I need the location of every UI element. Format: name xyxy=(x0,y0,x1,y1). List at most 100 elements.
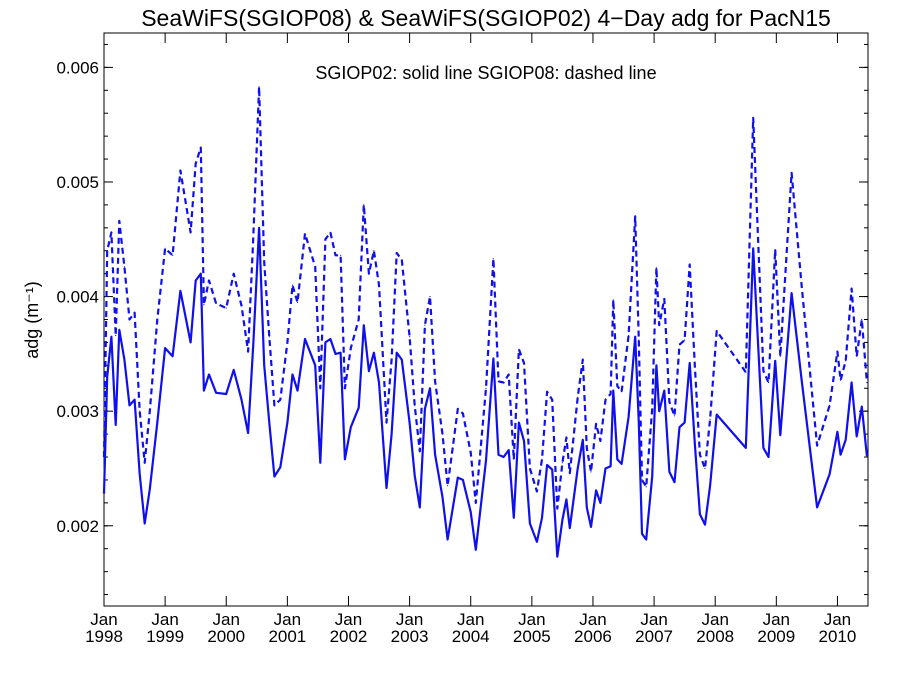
data-point-sgiop08 xyxy=(324,238,326,240)
x-tick-month-label: Jan xyxy=(640,610,667,629)
data-point-sgiop08 xyxy=(144,462,146,464)
data-point-sgiop08 xyxy=(645,486,647,488)
data-point-sgiop02 xyxy=(225,393,227,395)
data-point-sgiop02 xyxy=(396,352,398,354)
data-point-sgiop08 xyxy=(268,336,270,338)
data-point-sgiop08 xyxy=(225,307,227,309)
data-point-sgiop08 xyxy=(475,502,477,504)
x-tick-month-label: Jan xyxy=(579,610,606,629)
data-point-sgiop08 xyxy=(149,410,151,412)
data-point-sgiop08 xyxy=(391,359,393,361)
data-point-sgiop02 xyxy=(604,467,607,470)
data-point-sgiop02 xyxy=(441,496,444,498)
data-point-sgiop02 xyxy=(358,407,360,409)
data-point-sgiop02 xyxy=(156,422,158,424)
data-point-sgiop02 xyxy=(340,352,342,354)
data-point-sgiop08 xyxy=(565,436,568,439)
data-point-sgiop08 xyxy=(866,381,868,384)
data-point-sgiop08 xyxy=(304,233,306,235)
data-point-sgiop08 xyxy=(273,404,275,406)
data-point-sgiop08 xyxy=(195,163,197,165)
data-point-sgiop02 xyxy=(480,504,482,506)
data-point-sgiop02 xyxy=(106,376,108,378)
data-point-sgiop02 xyxy=(319,462,321,464)
data-point-sgiop08 xyxy=(762,370,765,372)
data-point-sgiop02 xyxy=(128,404,131,406)
data-point-sgiop02 xyxy=(791,292,793,294)
data-point-sgiop08 xyxy=(286,341,288,343)
data-point-sgiop02 xyxy=(286,422,288,424)
x-tick-month-label: Jan xyxy=(457,610,484,629)
data-point-sgiop08 xyxy=(103,456,105,458)
data-point-sgiop02 xyxy=(304,338,306,340)
data-point-sgiop02 xyxy=(699,513,701,515)
data-point-sgiop08 xyxy=(480,445,482,447)
data-point-sgiop08 xyxy=(128,318,131,321)
data-point-sgiop08 xyxy=(385,422,388,424)
data-point-sgiop02 xyxy=(118,329,120,331)
data-point-sgiop02 xyxy=(164,347,166,349)
data-point-sgiop02 xyxy=(523,440,525,442)
data-point-sgiop02 xyxy=(621,463,623,465)
data-point-sgiop02 xyxy=(179,290,181,292)
data-point-sgiop02 xyxy=(628,416,630,418)
data-point-sgiop08 xyxy=(263,261,265,263)
data-point-sgiop02 xyxy=(645,538,647,541)
x-tick-month-label: Jan xyxy=(151,610,178,629)
x-tick-year-label: 2000 xyxy=(207,627,245,646)
data-point-sgiop02 xyxy=(457,477,459,479)
data-point-sgiop08 xyxy=(106,250,108,252)
series-layer xyxy=(102,85,868,558)
data-point-sgiop08 xyxy=(577,396,579,398)
data-point-sgiop02 xyxy=(429,387,431,389)
data-point-sgiop08 xyxy=(694,364,696,366)
data-point-sgiop08 xyxy=(358,318,360,321)
data-point-sgiop02 xyxy=(314,364,316,366)
data-point-sgiop02 xyxy=(103,493,105,495)
data-point-sgiop08 xyxy=(203,304,205,306)
data-point-sgiop08 xyxy=(791,172,793,174)
x-tick-month-label: Jan xyxy=(396,610,423,629)
line-style-annotation: SGIOP02: solid line SGIOP08: dashed line xyxy=(315,63,656,83)
data-point-sgiop08 xyxy=(861,318,863,321)
data-point-sgiop02 xyxy=(716,414,718,416)
data-point-sgiop02 xyxy=(492,357,494,360)
data-point-sgiop08 xyxy=(340,254,342,256)
data-point-sgiop02 xyxy=(329,338,331,340)
data-point-sgiop08 xyxy=(699,454,701,456)
data-point-sgiop02 xyxy=(546,464,548,466)
data-point-sgiop08 xyxy=(709,418,711,420)
data-point-sgiop02 xyxy=(452,508,454,510)
data-point-sgiop08 xyxy=(247,351,249,353)
data-point-sgiop08 xyxy=(156,318,158,321)
data-point-sgiop02 xyxy=(866,455,868,457)
data-point-sgiop08 xyxy=(485,387,487,389)
data-point-sgiop02 xyxy=(829,473,831,475)
data-point-sgiop08 xyxy=(139,410,141,412)
chart-title: SeaWiFS(SGIOP08) & SeaWiFS(SGIOP02) 4−Da… xyxy=(141,5,831,31)
data-point-sgiop08 xyxy=(829,404,831,406)
data-point-sgiop02 xyxy=(616,458,618,460)
data-point-sgiop08 xyxy=(396,252,398,254)
data-point-sgiop08 xyxy=(752,117,754,119)
data-point-sgiop02 xyxy=(774,360,776,362)
data-point-sgiop08 xyxy=(252,238,254,240)
data-point-sgiop08 xyxy=(314,266,316,268)
data-point-sgiop02 xyxy=(536,541,538,543)
data-point-sgiop02 xyxy=(273,475,275,478)
data-point-sgiop02 xyxy=(655,364,658,366)
x-tick-year-label: 2005 xyxy=(513,627,551,646)
data-point-sgiop08 xyxy=(641,479,643,481)
data-point-sgiop08 xyxy=(233,273,235,275)
data-point-sgiop08 xyxy=(658,324,660,326)
data-point-sgiop02 xyxy=(658,410,660,412)
data-point-sgiop02 xyxy=(610,465,612,467)
data-point-sgiop02 xyxy=(149,488,151,490)
data-point-sgiop02 xyxy=(590,526,592,528)
data-point-sgiop08 xyxy=(586,447,588,449)
data-point-sgiop02 xyxy=(190,341,192,343)
x-tick-year-label: 2008 xyxy=(696,627,734,646)
data-point-sgiop02 xyxy=(385,487,388,489)
data-point-sgiop02 xyxy=(752,247,754,249)
data-point-sgiop08 xyxy=(240,305,243,307)
